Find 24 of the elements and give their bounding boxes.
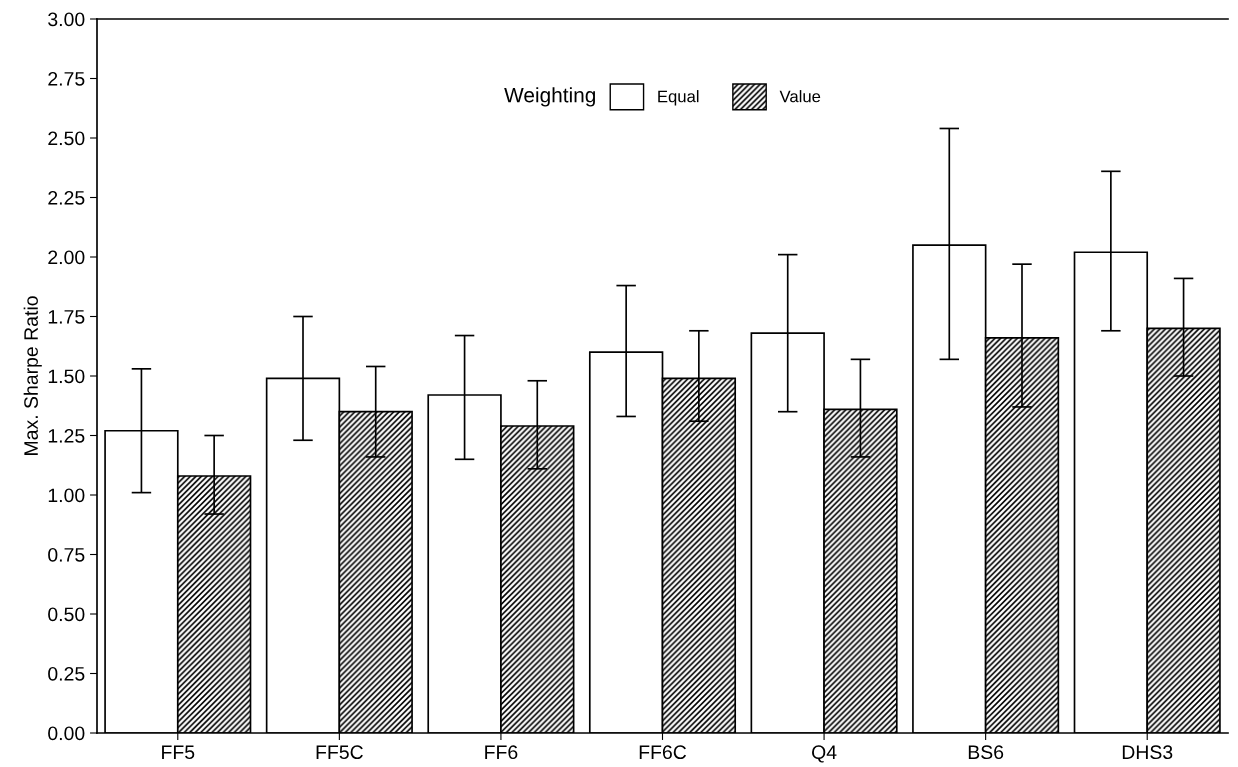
y-tick-label: 2.00	[48, 250, 85, 265]
y-tick-label: 1.75	[48, 310, 85, 324]
x-tick-label: BS6	[968, 745, 1004, 760]
y-tick-label: 0.50	[48, 607, 85, 622]
x-tick-label: FF6C	[639, 745, 687, 760]
y-tick-label: 1.50	[48, 369, 85, 384]
x-tick-label: Q4	[812, 745, 837, 763]
y-tick-label: 3.00	[48, 12, 85, 27]
x-tick-label: DHS3	[1122, 745, 1173, 760]
y-axis-title: Max. Sharpe Ratio	[23, 296, 42, 455]
y-tick-label: 2.75	[48, 71, 85, 86]
x-tick-label: FF5C	[316, 745, 363, 760]
x-tick-label: FF5	[162, 745, 195, 760]
legend-title: Weighting	[504, 87, 596, 107]
y-tick-label: 0.25	[48, 666, 85, 681]
y-tick-label: 2.25	[48, 190, 85, 205]
legend-label: Value	[779, 90, 821, 103]
y-tick-label: 1.25	[48, 428, 85, 443]
x-tick-label: FF6	[485, 745, 518, 760]
y-tick-label: 0.00	[48, 726, 85, 741]
y-tick-label: 1.00	[48, 488, 85, 503]
legend-label: Equal	[658, 90, 699, 106]
y-tick-label: 0.75	[48, 547, 85, 562]
y-tick-label: 2.50	[48, 131, 85, 146]
